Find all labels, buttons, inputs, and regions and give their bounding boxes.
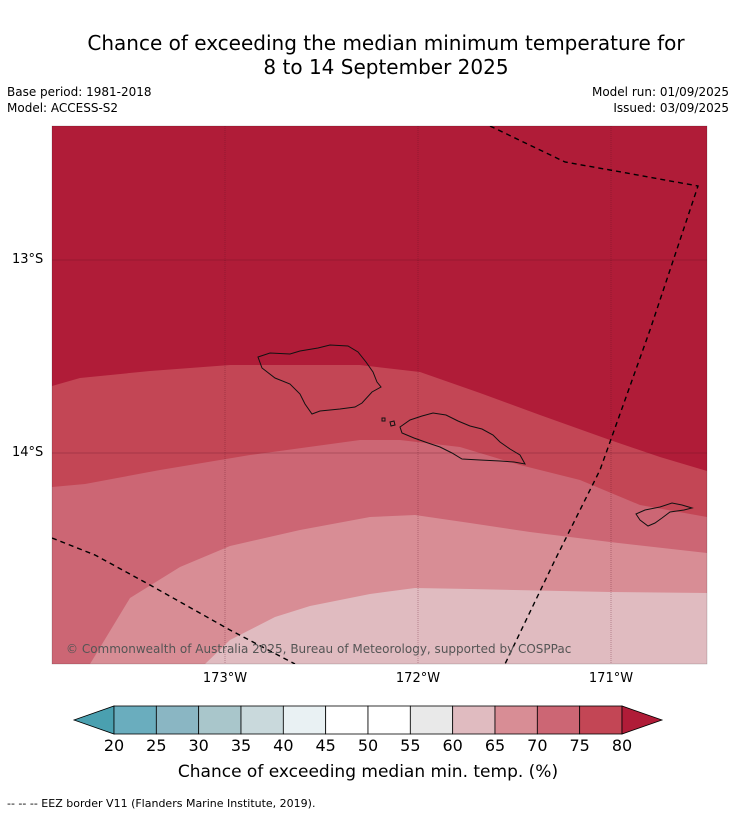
island-manono <box>389 420 396 427</box>
colorbar-arrow-high <box>621 705 664 735</box>
lon-label-173w: 173°W <box>202 671 248 686</box>
colorbar-tick-label: 80 <box>611 736 633 755</box>
colorbar-segment <box>579 705 623 735</box>
colorbar-tick-label: 40 <box>273 736 294 755</box>
model-name: Model: ACCESS-S2 <box>7 101 119 115</box>
title-line-2: 8 to 14 September 2025 <box>263 55 509 79</box>
colorbar-tick-label: 50 <box>357 736 379 755</box>
colorbar-segment <box>282 705 327 735</box>
copyright-notice: © Commonwealth of Australia 2025, Bureau… <box>66 642 572 656</box>
colorbar-segment <box>113 705 157 735</box>
island-upolu <box>399 412 526 465</box>
colorbar-segment <box>155 705 200 735</box>
colorbar-tick-label: 65 <box>484 736 506 755</box>
colorbar-segment <box>367 705 411 735</box>
colorbar-segment <box>409 705 454 735</box>
lon-label-172w: 172°W <box>395 671 441 686</box>
colorbar-tick-label: 30 <box>188 736 209 755</box>
colorbar-tick-label: 75 <box>569 736 590 755</box>
colorbar-arrow-low <box>72 705 115 735</box>
probability-bands <box>52 126 707 664</box>
title-line-1: Chance of exceeding the median minimum t… <box>87 31 685 55</box>
island-savaii <box>257 344 382 415</box>
model-run: Model run: 01/09/2025 <box>591 85 729 99</box>
colorbar-tick-label: 35 <box>230 736 252 755</box>
map-frame <box>51 125 708 665</box>
colorbar-segment <box>494 705 538 735</box>
colorbar-segment <box>536 705 581 735</box>
meta-left: Base period: 1981-2018 Model: ACCESS-S2 <box>7 84 152 116</box>
colorbar-title: Chance of exceeding median min. temp. (%… <box>177 762 559 782</box>
colorbar-tick-label: 20 <box>103 736 125 755</box>
base-period: Base period: 1981-2018 <box>7 85 152 99</box>
map-title: Chance of exceeding the median minimum t… <box>36 31 736 79</box>
colorbar-segment <box>240 705 284 735</box>
lat-label-14s: 14°S <box>12 445 44 460</box>
colorbar-tick-label: 45 <box>315 736 336 755</box>
colorbar-tick-label: 70 <box>527 736 548 755</box>
colorbar-tick-label: 60 <box>442 736 463 755</box>
eez-border <box>52 126 699 664</box>
issued-date: Issued: 03/09/2025 <box>613 101 729 115</box>
colorbar-segment <box>325 705 369 735</box>
band-60-65 <box>205 588 707 664</box>
colorbar-segment <box>198 705 242 735</box>
lon-label-171w: 171°W <box>588 671 634 686</box>
colorbar-segment <box>452 705 496 735</box>
colorbar-tick-label: 25 <box>146 736 167 755</box>
meta-right: Model run: 01/09/2025 Issued: 03/09/2025 <box>592 84 729 116</box>
eez-footnote: -- -- -- EEZ border V11 (Flanders Marine… <box>7 797 316 810</box>
island-apolima <box>381 417 386 422</box>
gridlines <box>52 126 707 664</box>
colorbar <box>72 705 664 735</box>
colorbar-tick-label: 55 <box>400 736 421 755</box>
island-tutuila <box>635 502 694 527</box>
islands <box>257 344 694 527</box>
lat-label-13s: 13°S <box>12 252 44 267</box>
